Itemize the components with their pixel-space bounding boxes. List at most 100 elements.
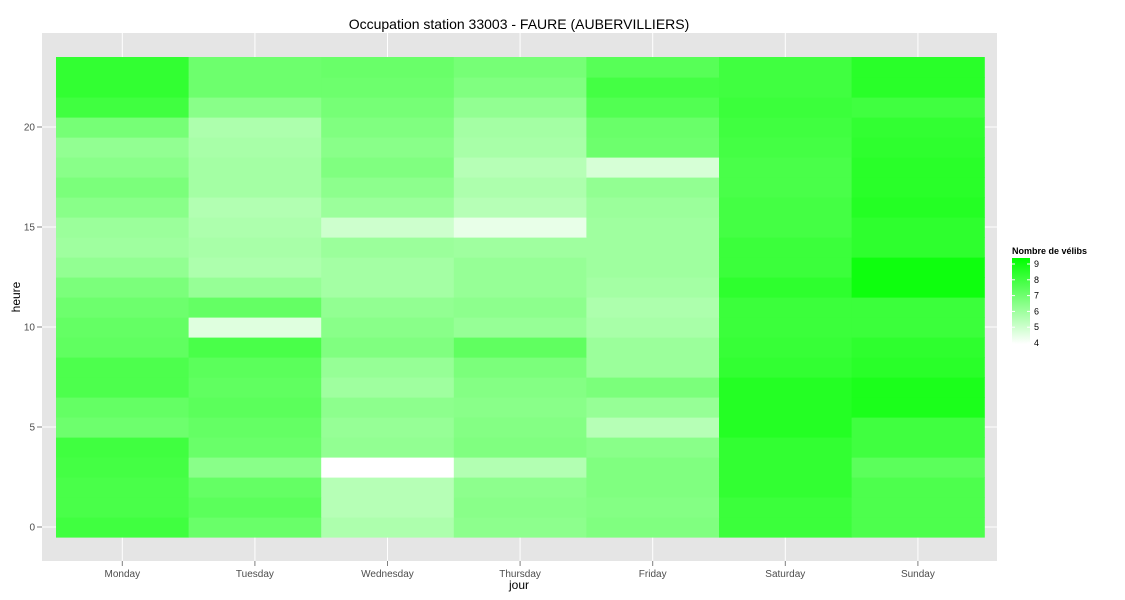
legend-tick-label: 9 — [1034, 259, 1039, 269]
heatmap-cell — [56, 457, 190, 478]
heatmap-cell — [851, 117, 985, 138]
heatmap-cell — [56, 357, 190, 378]
heatmap-cell — [851, 257, 985, 278]
heatmap-cell — [586, 57, 720, 78]
heatmap-cell — [586, 117, 720, 138]
legend-tick-label: 5 — [1034, 322, 1039, 332]
y-axis: 0 5 10 15 20 — [24, 123, 42, 534]
heatmap-cell — [453, 77, 587, 98]
x-tick-label: Wednesday — [361, 569, 414, 580]
heatmap-cell — [453, 517, 587, 538]
legend-ticks: 9 8 7 6 5 4 — [1012, 259, 1039, 348]
heatmap-cell — [56, 137, 190, 158]
heatmap-cell — [851, 497, 985, 518]
heatmap-cell — [851, 377, 985, 398]
x-axis: Monday Tuesday Wednesday Thursday Friday Satu… — [105, 561, 935, 580]
heatmap-cell — [586, 377, 720, 398]
heatmap-cell — [719, 117, 853, 138]
heatmap-cell — [56, 377, 190, 398]
heatmap-cell — [321, 417, 455, 438]
heatmap-cell — [719, 377, 853, 398]
heatmap-cell — [188, 477, 322, 498]
heatmap-cell — [719, 157, 853, 178]
heatmap-cell — [851, 297, 985, 318]
heatmap-cell — [453, 257, 587, 278]
heatmap-cell — [188, 357, 322, 378]
heatmap-cell — [719, 277, 853, 298]
heatmap-cell — [851, 477, 985, 498]
heatmap-cell — [453, 377, 587, 398]
heatmap-cell — [188, 297, 322, 318]
heatmap-cell — [56, 397, 190, 418]
heatmap-cell — [851, 217, 985, 238]
heatmap-cell — [188, 117, 322, 138]
y-tick-label: 0 — [29, 523, 35, 534]
heatmap-cell — [453, 217, 587, 238]
heatmap-cell — [321, 197, 455, 218]
heatmap-cell — [453, 317, 587, 338]
heatmap-cell — [56, 57, 190, 78]
heatmap-cell — [851, 157, 985, 178]
heatmap-cell — [321, 457, 455, 478]
heatmap-cell — [719, 177, 853, 198]
heatmap-cell — [56, 477, 190, 498]
heatmap-cell — [851, 357, 985, 378]
heatmap-cell — [321, 297, 455, 318]
heatmap-cell — [453, 497, 587, 518]
x-tick-label: Tuesday — [236, 569, 274, 580]
heatmap-cell — [719, 357, 853, 378]
heatmap-cell — [321, 317, 455, 338]
heatmap-cell — [586, 197, 720, 218]
heatmap-cell — [56, 517, 190, 538]
heatmap-cell — [56, 277, 190, 298]
heatmap-cell — [719, 477, 853, 498]
heatmap-cell — [321, 137, 455, 158]
heatmap-cell — [851, 57, 985, 78]
heatmap-cell — [56, 417, 190, 438]
legend-tick-label: 8 — [1034, 275, 1039, 285]
heatmap-cell — [586, 297, 720, 318]
heatmap-cell — [719, 317, 853, 338]
x-axis-title: jour — [508, 578, 529, 592]
heatmap-cell — [586, 497, 720, 518]
heatmap-cell — [56, 157, 190, 178]
heatmap-cell — [719, 197, 853, 218]
heatmap-cell — [719, 77, 853, 98]
heatmap-cell — [56, 177, 190, 198]
legend: Nombre de vélibs 9 8 7 6 5 4 — [1012, 246, 1087, 348]
heatmap-cell — [719, 297, 853, 318]
heatmap-cell — [719, 217, 853, 238]
heatmap-cell — [851, 277, 985, 298]
heatmap-cell — [719, 397, 853, 418]
y-tick-label: 15 — [24, 223, 36, 234]
heatmap-cell — [56, 237, 190, 258]
heatmap-cell — [321, 277, 455, 298]
heatmap-cell — [56, 97, 190, 118]
heatmap-cell — [586, 517, 720, 538]
heatmap-cell — [453, 157, 587, 178]
heatmap-cell — [188, 317, 322, 338]
heatmap-cell — [586, 77, 720, 98]
heatmap-cell — [586, 457, 720, 478]
heatmap-cell — [719, 417, 853, 438]
heatmap-cell — [586, 277, 720, 298]
heatmap-cell — [851, 397, 985, 418]
heatmap-cell — [453, 117, 587, 138]
heatmap-cell — [453, 457, 587, 478]
heatmap-cell — [586, 217, 720, 238]
legend-tick-label: 4 — [1034, 338, 1039, 348]
heatmap-cell — [851, 517, 985, 538]
heatmap-cell — [188, 217, 322, 238]
heatmap-cell — [321, 217, 455, 238]
legend-colorbar — [1012, 258, 1030, 344]
heatmap-cell — [188, 277, 322, 298]
x-tick-label: Thursday — [499, 569, 541, 580]
heatmap-cell — [453, 417, 587, 438]
heatmap-cell — [188, 417, 322, 438]
heatmap-cell — [719, 257, 853, 278]
heatmap-cell — [586, 397, 720, 418]
heatmap-cell — [453, 57, 587, 78]
heatmap-cell — [453, 437, 587, 458]
heatmap-cell — [321, 437, 455, 458]
